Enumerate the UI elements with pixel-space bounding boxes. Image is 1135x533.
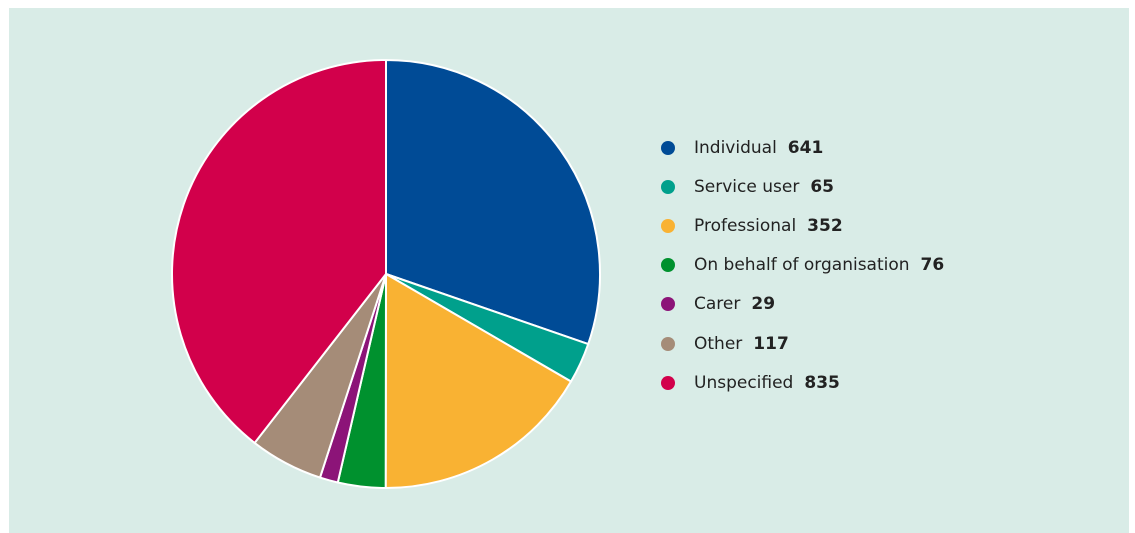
legend-value: 76 [920, 255, 945, 276]
legend-label: Unspecified [694, 372, 794, 393]
legend-item-professional: Professional 352 [661, 206, 944, 245]
legend-value: 29 [751, 294, 776, 315]
legend-swatch [661, 218, 675, 233]
legend-label: On behalf of organisation [694, 255, 910, 276]
legend-item-other: Other 117 [661, 324, 944, 363]
pie-slice-individual [385, 59, 601, 346]
legend-item-unspecified: Unspecified 835 [661, 363, 944, 402]
legend-item-carer: Carer 29 [661, 285, 944, 324]
legend-swatch [661, 375, 675, 390]
legend-label: Carer [694, 294, 741, 315]
legend-value: 641 [787, 137, 824, 158]
legend-swatch [661, 258, 675, 273]
legend: Individual 641 Service user 65 Professional 3… [661, 128, 944, 402]
legend-swatch [661, 336, 675, 351]
legend-label: Individual [694, 137, 777, 158]
legend-swatch [661, 297, 675, 312]
legend-label: Service user [694, 176, 800, 197]
chart-panel: Individual 641 Service user 65 Professional 3… [9, 8, 1129, 533]
legend-label: Professional [694, 215, 797, 236]
legend-item-individual: Individual 641 [661, 128, 944, 167]
legend-value: 65 [810, 176, 834, 197]
legend-label: Other [694, 333, 743, 354]
legend-swatch [661, 140, 675, 155]
pie-slice-unspecified [171, 59, 387, 444]
legend-item-service-user: Service user 65 [661, 167, 944, 206]
legend-value: 117 [753, 333, 789, 354]
legend-swatch [661, 179, 675, 194]
legend-value: 352 [807, 215, 843, 236]
legend-item-on-behalf-of-organisation: On behalf of organisation 76 [661, 246, 944, 285]
pie-chart [171, 59, 601, 490]
pie-slice-professional [384, 273, 573, 490]
legend-value: 835 [804, 372, 840, 393]
